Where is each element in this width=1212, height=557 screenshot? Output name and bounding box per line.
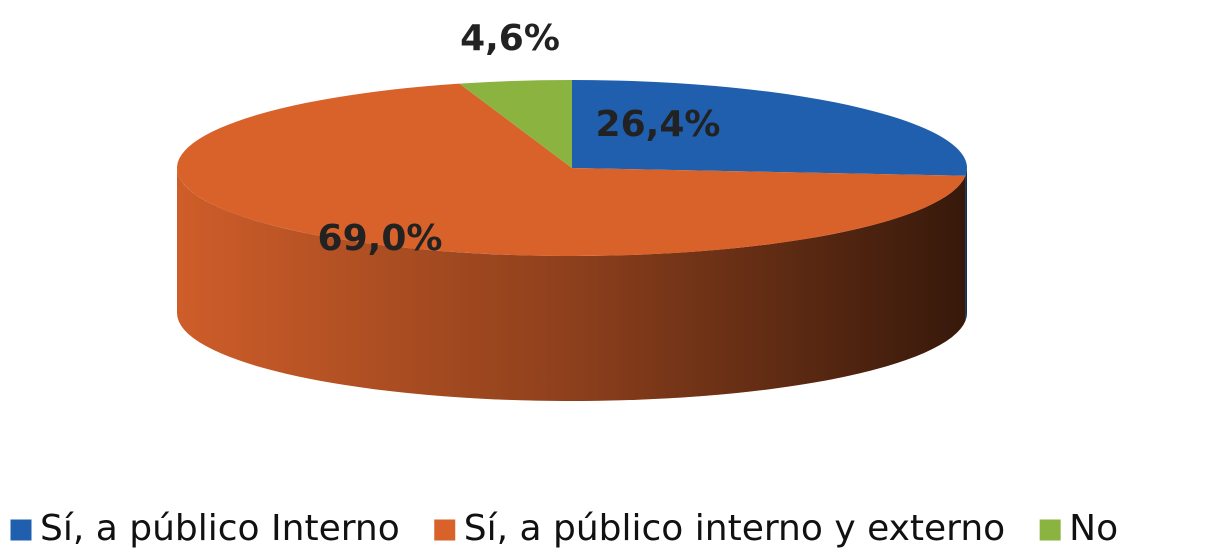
- slice: [459, 80, 572, 168]
- legend-label: Sí, a público Interno: [40, 508, 400, 549]
- value-label: 26,4%: [596, 104, 721, 145]
- legend-swatch: [9, 518, 33, 542]
- legend-label: Sí, a público interno y externo: [464, 508, 1005, 549]
- slice: [572, 80, 967, 176]
- value-label: 4,6%: [460, 18, 560, 59]
- slice: [177, 83, 966, 256]
- legend-swatch: [433, 518, 457, 542]
- legend-swatch: [1038, 518, 1062, 542]
- value-label: 69,0%: [318, 218, 443, 259]
- slice-side-shade: [177, 168, 966, 401]
- slice-side-shade: [965, 168, 967, 321]
- legend-label: No: [1069, 508, 1118, 549]
